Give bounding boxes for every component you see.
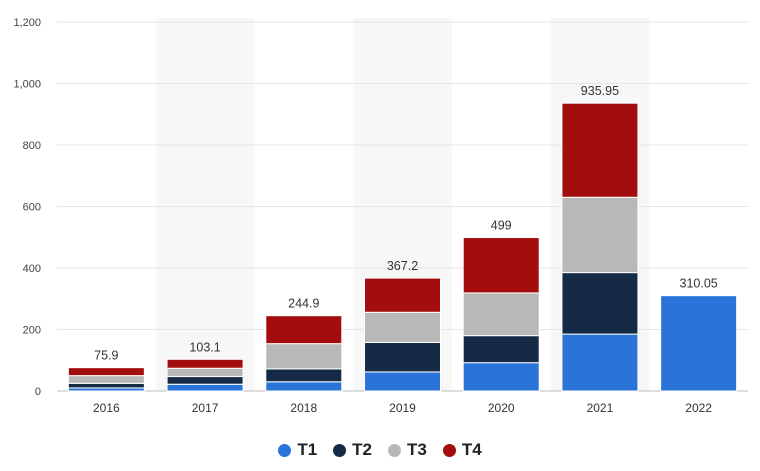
bar-segment-t4 (67, 367, 145, 377)
bar-segment-t4 (166, 358, 244, 369)
legend-label: T4 (461, 440, 482, 459)
legend-label: T1 (297, 440, 318, 459)
legend-label: T3 (407, 440, 427, 459)
data-labels: 75.9 103.1 244.9 367.2 499 935.95 310.05 (94, 84, 718, 362)
bars (67, 102, 738, 392)
bar-segment-t3 (462, 292, 540, 337)
x-tick-label: 2018 (290, 401, 317, 415)
legend-marker (388, 443, 401, 457)
legend: T1 T2 T3 T4 (0, 440, 760, 460)
total-label: 499 (491, 219, 512, 233)
legend-marker (442, 443, 456, 457)
bar-segment-t2 (67, 382, 145, 389)
bar-segment-t4 (561, 102, 639, 198)
bar-segment-t4 (462, 237, 540, 294)
x-axis: 2016 2017 2018 2019 2020 2021 2022 (93, 401, 712, 415)
y-tick-label: 1,200 (13, 17, 41, 29)
y-tick-label: 0 (35, 386, 41, 398)
total-label: 367.2 (387, 259, 418, 273)
y-tick-label: 200 (23, 325, 41, 337)
x-tick-label: 2016 (93, 401, 120, 415)
x-tick-label: 2021 (587, 401, 614, 415)
y-tick-label: 600 (23, 202, 41, 214)
x-tick-label: 2022 (685, 401, 712, 415)
legend-marker (333, 443, 347, 457)
legend-item-t2[interactable]: T2 (333, 440, 372, 460)
bar-segment-t2 (265, 368, 343, 383)
x-tick-label: 2017 (192, 401, 219, 415)
x-tick-label: 2020 (488, 401, 515, 415)
bar-segment-t3 (67, 375, 145, 384)
total-label: 935.95 (581, 84, 619, 98)
bar-segment-t2 (462, 335, 540, 364)
y-axis: 0 200 400 600 800 1,000 1,200 (13, 17, 41, 398)
stacked-bar-chart: 0 200 400 600 800 1,000 1,200 75.9 103.1 244.9 36… (13, 17, 748, 415)
legend-item-t3[interactable]: T3 (388, 440, 427, 460)
total-label: 75.9 (94, 349, 118, 363)
bar-segment-t3 (364, 311, 441, 343)
column-band (155, 18, 255, 391)
bar-segment-t3 (561, 196, 639, 274)
legend-label: T2 (352, 440, 372, 459)
bar-segment-t4 (364, 277, 441, 313)
legend-marker (278, 443, 292, 457)
legend-item-t1[interactable]: T1 (278, 440, 317, 460)
total-label: 244.9 (288, 297, 319, 311)
bar-segment-t1 (462, 362, 540, 392)
bar-segment-t1 (364, 371, 441, 392)
y-tick-label: 400 (23, 263, 41, 275)
y-tick-label: 1,000 (13, 79, 41, 91)
bar-segment-t1 (166, 383, 244, 392)
bar-segment-t1 (561, 333, 639, 392)
bar-segment-t4 (265, 315, 343, 345)
bar-segment-t3 (166, 367, 244, 378)
x-tick-label: 2019 (389, 401, 416, 415)
legend-item-t4[interactable]: T4 (442, 440, 482, 460)
bar-segment-t2 (364, 341, 441, 373)
total-label: 103.1 (189, 340, 220, 354)
bar-segment-t2 (166, 376, 244, 385)
bar-segment-t1 (265, 381, 343, 392)
bar-segment-t3 (265, 343, 343, 370)
bar-segment-t2 (561, 272, 639, 335)
bar-segment-t1 (660, 295, 738, 392)
y-tick-label: 800 (23, 140, 41, 152)
total-label: 310.05 (680, 277, 718, 291)
